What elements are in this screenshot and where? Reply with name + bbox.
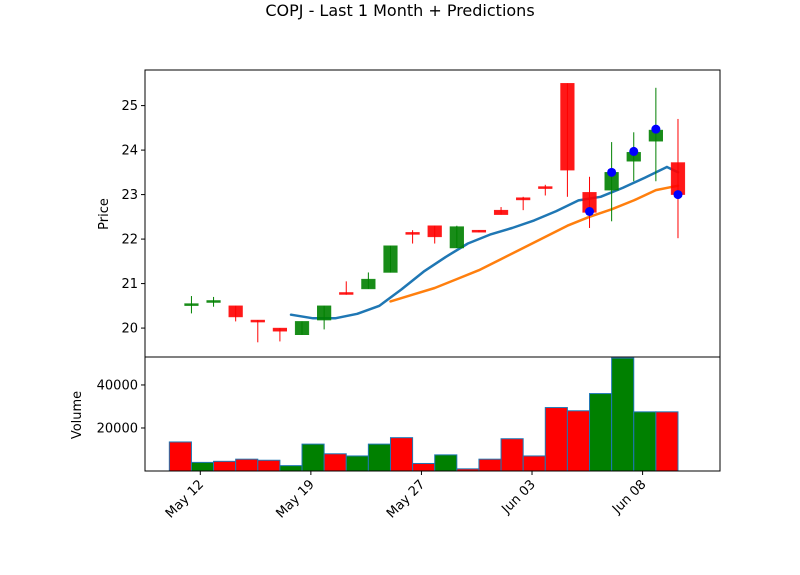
candle-body (228, 305, 243, 318)
candle-body (206, 300, 221, 303)
candle-body (493, 209, 509, 215)
prediction-point (607, 167, 617, 177)
x-tick-label: May 27 (384, 477, 428, 521)
prediction-point (629, 146, 639, 156)
volume-y-tick-label: 20000 (97, 421, 138, 436)
prediction-layer (585, 124, 683, 216)
volume-bar (589, 393, 613, 472)
volume-plot-border (144, 356, 721, 472)
price-y-tick-label: 25 (121, 99, 138, 114)
price-y-tick-label: 23 (121, 188, 138, 203)
volume-bar-layer (168, 357, 679, 472)
price-y-tick-label: 20 (121, 322, 138, 337)
moving-average-line (289, 165, 669, 320)
candle-body (427, 225, 442, 238)
price-y-axis: 20 21 22 23 24 25 (121, 99, 145, 337)
volume-bar (235, 458, 259, 472)
volume-bar (213, 460, 237, 472)
prediction-point (651, 124, 661, 134)
x-tick-label: May 19 (273, 477, 317, 521)
volume-bar (522, 455, 546, 472)
x-tick-label: Jun 03 (499, 477, 539, 517)
candle-body (471, 229, 487, 233)
volume-bar (257, 459, 281, 472)
candle-body (250, 319, 265, 323)
candle-body (317, 305, 332, 321)
volume-bar (168, 441, 192, 472)
volume-bar (434, 454, 458, 472)
volume-bar (633, 411, 657, 472)
candle-body (670, 162, 686, 195)
volume-bar (190, 461, 215, 472)
volume-bar (655, 411, 679, 472)
candle-body (449, 226, 464, 249)
x-tick-label: Jun 08 (609, 477, 649, 517)
volume-bar (389, 437, 414, 472)
x-axis: May 12 May 19 May 27 Jun 03 Jun 08 (163, 471, 649, 521)
prediction-point (673, 190, 683, 200)
volume-bar (500, 438, 524, 472)
x-tick-label: May 12 (163, 477, 207, 521)
volume-bar (345, 455, 369, 472)
price-y-label: Price (97, 198, 112, 230)
candle-body (516, 197, 531, 201)
price-y-tick-label: 21 (121, 277, 138, 292)
volume-bar (367, 443, 391, 472)
candle-body (560, 83, 575, 171)
candle-body (405, 232, 420, 235)
volume-bar (323, 453, 347, 472)
candle-layer (184, 83, 686, 343)
volume-bar (279, 465, 303, 472)
volume-y-axis: 20000 40000 (97, 378, 145, 436)
candle-body (294, 321, 310, 336)
candle-body (339, 292, 354, 295)
chart-title: COPJ - Last 1 Month + Predictions (265, 1, 534, 20)
candle-body (361, 278, 376, 290)
volume-bar (412, 462, 436, 472)
volume-bar (611, 357, 635, 472)
volume-bar (478, 458, 502, 472)
volume-bar (301, 443, 325, 472)
volume-bar (566, 410, 591, 472)
price-y-tick-label: 24 (121, 144, 138, 159)
candle-body (184, 303, 199, 306)
volume-y-tick-label: 40000 (97, 378, 138, 393)
volume-y-label: Volume (70, 391, 85, 439)
volume-panel: 20000 40000 Volume (70, 356, 721, 472)
candle-body (538, 186, 553, 189)
volume-bar (544, 407, 568, 472)
price-y-tick-label: 22 (121, 233, 138, 248)
candle-body (272, 327, 288, 332)
candle-body (383, 245, 398, 273)
moving-average-line (389, 184, 680, 303)
prediction-point (585, 206, 595, 216)
price-panel: 20 21 22 23 24 25 Price (97, 69, 721, 358)
